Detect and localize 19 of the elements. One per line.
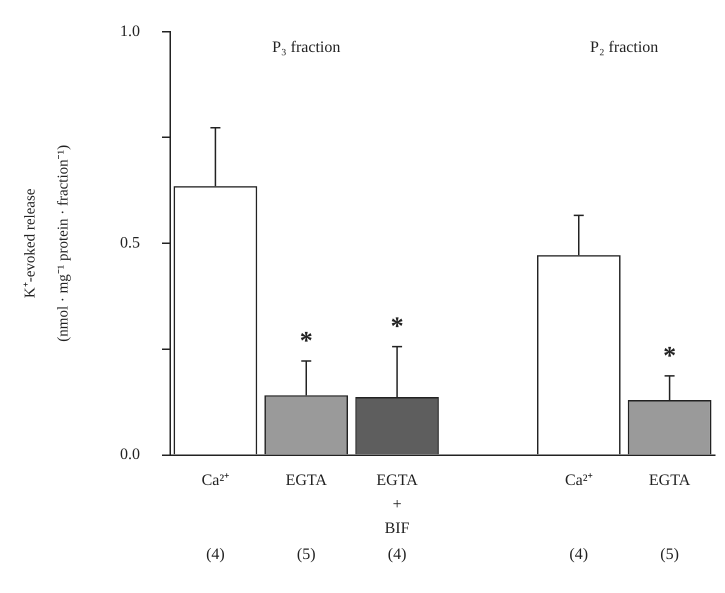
text: (5): [660, 546, 679, 564]
text: (4): [569, 546, 588, 564]
text: (4): [388, 546, 406, 564]
text: (4): [206, 546, 225, 564]
data-label: *: [300, 326, 313, 356]
x-tick-label: Ca²⁺: [202, 472, 230, 490]
annotation: P₃ fraction: [272, 38, 340, 56]
x-tick-label: EGTA: [286, 472, 328, 490]
x-tick-label: Ca²⁺: [564, 472, 593, 490]
x-tick-label: EGTA: [648, 472, 691, 490]
x-tick-label: EGTA + BIF: [376, 472, 418, 538]
annotation: P₂ fraction: [590, 38, 658, 56]
text: (5): [296, 546, 316, 564]
y-tick-label: 1.0: [120, 22, 140, 40]
y-tick-label: 0.0: [120, 446, 140, 464]
y-axis-title: K⁺-evoked release (nmol · mg⁻¹ protein · fraction⁻¹): [22, 144, 72, 342]
data-label: *: [390, 312, 404, 341]
data-label: *: [663, 340, 676, 370]
y-tick-label: 0.5: [120, 234, 140, 252]
